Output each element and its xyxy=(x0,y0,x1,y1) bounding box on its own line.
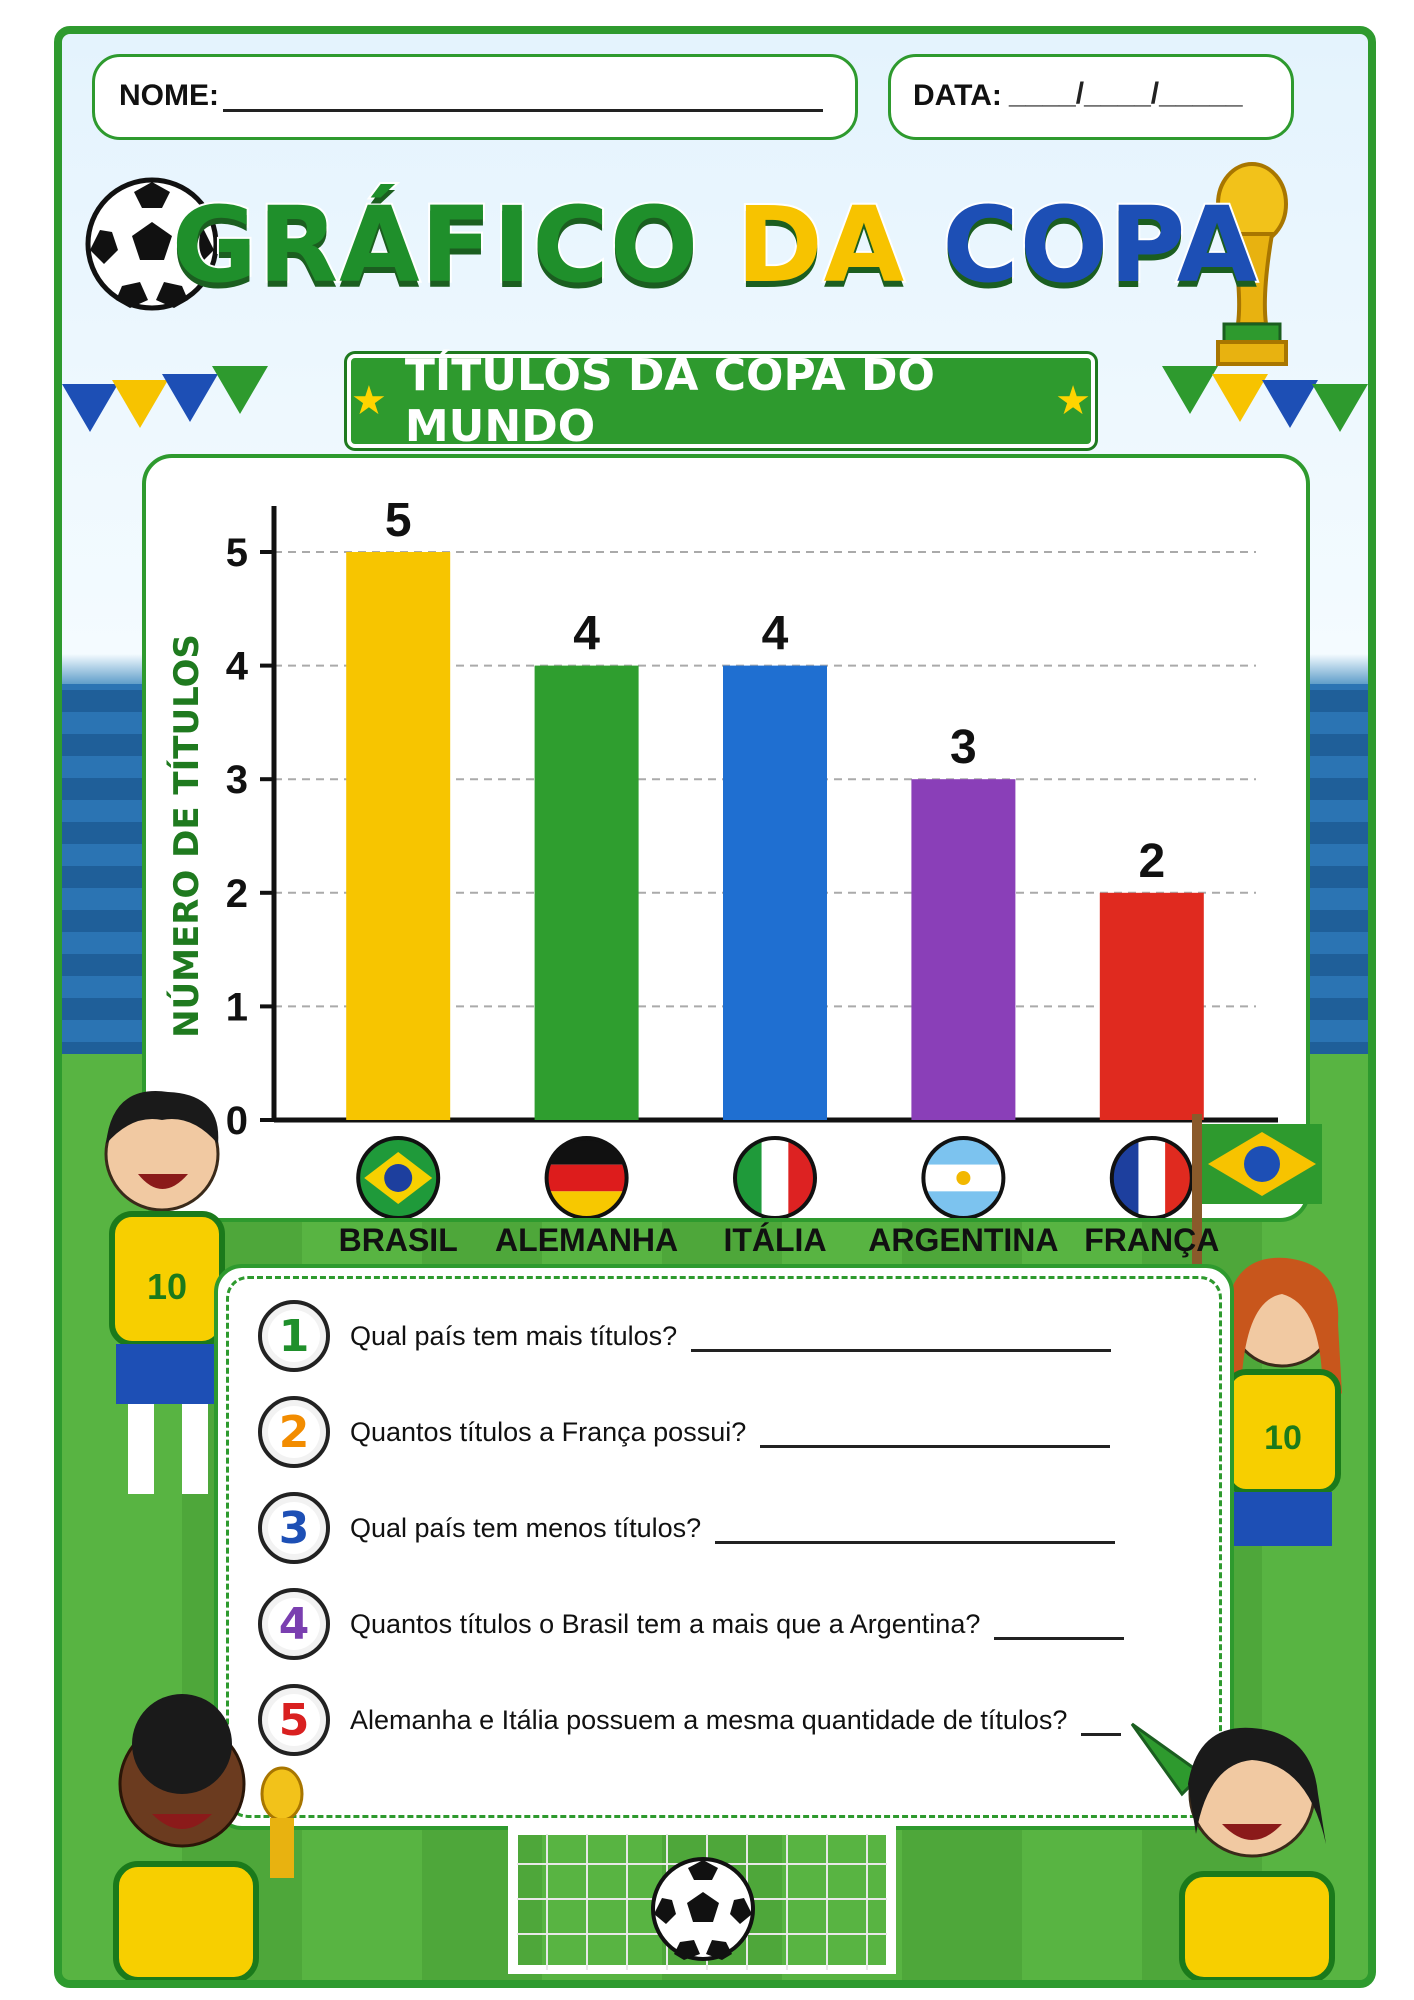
y-tick-label: 3 xyxy=(226,758,248,802)
kid-with-trophy-illustration xyxy=(113,1694,304,1980)
data-label: 2 xyxy=(1138,835,1165,888)
name-line[interactable] xyxy=(223,87,823,112)
bar xyxy=(534,665,639,1120)
star-icon: ★ xyxy=(351,379,387,423)
bar-chart: 0 1 2 3 4 5 NÚMERO DE TÍTULOS 5 4 4 3 2 xyxy=(166,494,1278,1220)
question-number-badge: 5 xyxy=(258,1684,330,1756)
question-number-badge: 4 xyxy=(258,1588,330,1660)
soccer-ball-icon xyxy=(651,1857,755,1961)
answer-line[interactable] xyxy=(760,1417,1111,1448)
question-number-badge: 1 xyxy=(258,1300,330,1372)
question-text: Quantos títulos a França possui? xyxy=(350,1416,747,1447)
question-text: Qual país tem mais títulos? xyxy=(350,1320,678,1351)
question-4: 4 Quantos títulos o Brasil tem a mais qu… xyxy=(258,1584,1125,1664)
argentina-flag xyxy=(921,1136,1006,1220)
answer-line[interactable] xyxy=(994,1609,1125,1640)
question-2: 2 Quantos títulos a França possui? xyxy=(258,1392,1111,1472)
question-number-badge: 2 xyxy=(258,1396,330,1468)
question-3: 3 Qual país tem menos títulos? xyxy=(258,1488,1116,1568)
x-category-label: ARGENTINA xyxy=(868,1222,1059,1258)
subtitle-text: TÍTULOS DA COPA DO MUNDO xyxy=(404,350,935,452)
answer-line[interactable] xyxy=(1081,1705,1122,1736)
bar xyxy=(1099,892,1204,1120)
jersey-number: 10 xyxy=(1264,1419,1302,1457)
question-text: Qual país tem menos títulos? xyxy=(350,1512,702,1543)
kid-with-horn-illustration xyxy=(1130,1722,1335,1980)
bar xyxy=(346,552,451,1120)
y-tick-label: 4 xyxy=(226,645,249,689)
date-field-box: DATA: ____/____/_____ xyxy=(888,54,1294,140)
worksheet-page: NOME: DATA: ____/____/_____ GRÁFICO DA C… xyxy=(54,26,1376,1988)
x-category-label: FRANÇA xyxy=(1084,1222,1220,1258)
kid-player-illustration: 10 xyxy=(104,1091,225,1494)
data-label: 5 xyxy=(385,494,412,547)
bar xyxy=(911,779,1016,1120)
brazil-flag xyxy=(356,1136,441,1220)
date-label: DATA: xyxy=(913,79,1002,112)
title-word-1: GRÁFICO xyxy=(170,182,700,308)
question-number-badge: 3 xyxy=(258,1492,330,1564)
questions-panel: 1 Qual país tem mais títulos? 2 Quantos … xyxy=(214,1264,1234,1830)
title-word-2: DA xyxy=(734,182,906,308)
x-category-label: BRASIL xyxy=(338,1222,458,1258)
question-5: 5 Alemanha e Itália possuem a mesma quan… xyxy=(258,1680,1122,1760)
subtitle-banner: ★ TÍTULOS DA COPA DO MUNDO ★ xyxy=(347,350,1095,452)
y-tick-label: 0 xyxy=(226,1099,248,1143)
y-tick-label: 1 xyxy=(226,985,248,1029)
question-text: Alemanha e Itália possuem a mesma quanti… xyxy=(350,1704,1068,1735)
x-category-label: ITÁLIA xyxy=(723,1222,827,1258)
italy-flag xyxy=(733,1136,817,1220)
title-word-3: COPA xyxy=(940,182,1259,308)
trophy-icon xyxy=(1216,162,1288,366)
answer-line[interactable] xyxy=(715,1513,1116,1544)
france-flag xyxy=(1109,1136,1194,1220)
y-tick-label: 2 xyxy=(226,872,248,916)
chart-panel: 0 1 2 3 4 5 NÚMERO DE TÍTULOS 5 4 4 3 2 xyxy=(142,454,1310,1222)
date-blank[interactable]: ____/____/_____ xyxy=(1009,77,1243,110)
answer-line[interactable] xyxy=(691,1321,1112,1352)
questions-dashed-border xyxy=(226,1276,1222,1818)
question-text: Quantos títulos o Brasil tem a mais que … xyxy=(350,1608,981,1639)
page-title: GRÁFICO DA COPA xyxy=(62,182,1368,308)
name-label: NOME: xyxy=(119,79,219,112)
x-category-label: ALEMANHA xyxy=(495,1222,679,1258)
germany-flag xyxy=(544,1136,629,1220)
star-icon: ★ xyxy=(1055,379,1091,423)
data-label: 4 xyxy=(762,608,789,661)
name-field-box: NOME: xyxy=(92,54,858,140)
y-tick-label: 5 xyxy=(226,531,248,575)
soccer-ball-icon xyxy=(85,177,219,311)
jersey-number: 10 xyxy=(147,1266,187,1307)
question-1: 1 Qual país tem mais títulos? xyxy=(258,1296,1112,1376)
data-label: 3 xyxy=(950,721,977,774)
y-axis-label: NÚMERO DE TÍTULOS xyxy=(166,634,207,1038)
data-label: 4 xyxy=(573,608,600,661)
bar xyxy=(723,665,827,1120)
